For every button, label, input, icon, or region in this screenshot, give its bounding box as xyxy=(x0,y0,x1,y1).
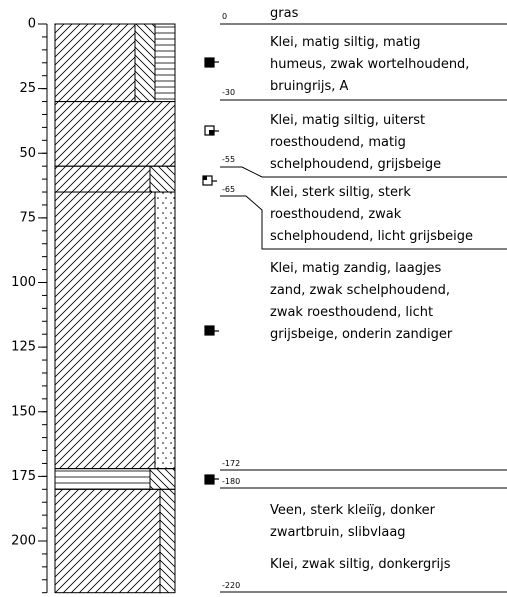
description-line: gras xyxy=(270,6,299,21)
tick-label: 200 xyxy=(11,534,36,549)
description-line: Klei, zwak siltig, donkergrijs xyxy=(270,557,451,572)
layer-part xyxy=(54,101,176,167)
description-line: Veen, sterk kleiïg, donker xyxy=(270,503,436,518)
boundary-line xyxy=(220,166,507,178)
descriptions: 0 -30 -55 -65 -172 -180 -220 gras Klei, matig si… xyxy=(220,6,507,593)
description-line: roesthoudend, matig xyxy=(270,135,406,150)
description-line: zwak roesthoudend, licht xyxy=(270,305,433,320)
sample-markers xyxy=(202,57,219,485)
depth-label: -180 xyxy=(222,477,240,486)
layer-part xyxy=(54,468,151,490)
marker-fill xyxy=(203,176,207,180)
sample-marker xyxy=(204,474,215,485)
description-line: Klei, sterk siltig, sterk xyxy=(270,185,411,200)
depth-label: -55 xyxy=(222,155,235,164)
depth-label: -65 xyxy=(222,185,235,194)
marker-fill xyxy=(209,130,214,135)
tick-label: 75 xyxy=(19,210,36,225)
tick-label: 150 xyxy=(11,404,36,419)
description-line: roesthoudend, zwak xyxy=(270,207,402,222)
description-line: grijsbeige, onderin zandiger xyxy=(270,327,453,342)
tick-label: 175 xyxy=(11,469,36,484)
description-line: bruingrijs, A xyxy=(270,79,349,94)
layer-part xyxy=(154,23,176,103)
depth-label: 0 xyxy=(222,12,227,21)
description-line: schelphoudend, licht grijsbeige xyxy=(270,229,473,244)
tick-label: 100 xyxy=(11,275,36,290)
sample-marker xyxy=(204,325,215,336)
tick-label: 125 xyxy=(11,340,36,355)
description-line: Klei, matig siltig, uiterst xyxy=(270,113,425,128)
column xyxy=(54,23,176,594)
sample-marker xyxy=(204,57,215,68)
tick-label: 0 xyxy=(28,17,36,32)
layer-part xyxy=(54,23,136,103)
layer-part xyxy=(149,468,176,490)
layer-part xyxy=(134,23,156,103)
layer-part xyxy=(149,165,176,193)
description-line: humeus, zwak wortelhoudend, xyxy=(270,57,469,72)
description-line: Klei, matig zandig, laagjes xyxy=(270,261,442,276)
depth-label: -220 xyxy=(222,581,240,590)
depth-axis: 0 25 50 75 100 125 150 175 200 xyxy=(11,17,48,594)
description-line: schelphoudend, grijsbeige xyxy=(270,157,441,172)
boundary-line xyxy=(220,195,507,250)
description-line: zand, zwak schelphoudend, xyxy=(270,283,450,298)
layer-part xyxy=(159,488,176,594)
layer-part xyxy=(54,165,151,193)
layer-part xyxy=(154,191,176,470)
layer-part xyxy=(54,191,156,470)
depth-label: -30 xyxy=(222,88,235,97)
description-line: zwartbruin, slibvlaag xyxy=(270,525,406,540)
description-line: Klei, matig siltig, matig xyxy=(270,35,421,50)
layer-part xyxy=(54,488,161,594)
tick-label: 25 xyxy=(19,81,36,96)
tick-label: 50 xyxy=(19,146,36,161)
depth-label: -172 xyxy=(222,459,240,468)
